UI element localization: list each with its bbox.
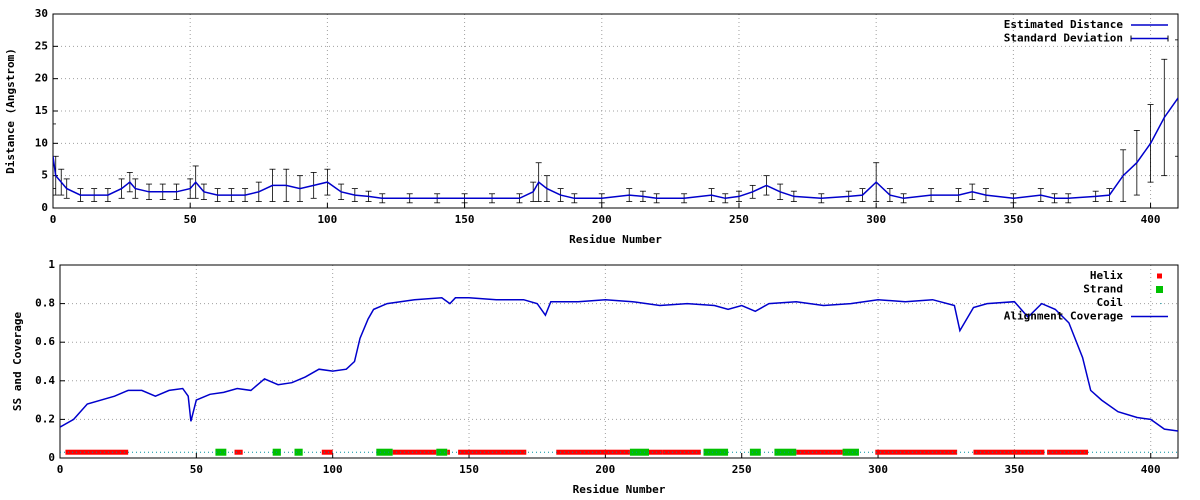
y-tick-label: 15: [35, 104, 48, 117]
y-tick-label: 5: [41, 169, 48, 182]
ss-segment: [629, 448, 649, 456]
x-tick-label: 350: [1004, 463, 1024, 476]
y-tick-label: 0.6: [35, 335, 55, 348]
legend-swatch: [1160, 303, 1162, 304]
x-tick-label: 200: [592, 213, 612, 226]
ss-segment: [392, 449, 437, 455]
legend-label: Standard Deviation: [1004, 32, 1123, 45]
ss-segment: [294, 448, 303, 456]
y-tick-label: 0.2: [35, 412, 55, 425]
x-tick-label: 0: [57, 463, 64, 476]
legend-label: Helix: [1090, 269, 1123, 282]
x-axis-label: Residue Number: [573, 483, 666, 496]
ss-segment: [796, 449, 843, 455]
y-axis-label: SS and Coverage: [11, 311, 24, 411]
ss-segment: [842, 448, 859, 456]
data-line: [53, 97, 1178, 200]
plot-frame: [59, 264, 1179, 459]
legend-swatch: [1156, 286, 1163, 293]
x-tick-label: 150: [455, 213, 475, 226]
legend-swatch: [1157, 273, 1162, 279]
ss-segment: [556, 449, 630, 455]
ss-segment: [749, 448, 761, 456]
y-tick-label: 0.8: [35, 297, 55, 310]
ss-segment: [234, 449, 243, 455]
ss-segment: [662, 449, 701, 455]
x-tick-label: 50: [184, 213, 197, 226]
legend-label: Estimated Distance: [1004, 18, 1124, 31]
y-tick-label: 10: [35, 136, 48, 149]
x-tick-label: 350: [1003, 213, 1023, 226]
x-tick-label: 400: [1141, 463, 1161, 476]
x-tick-label: 100: [323, 463, 343, 476]
x-tick-label: 400: [1141, 213, 1161, 226]
x-tick-label: 300: [866, 213, 886, 226]
y-tick-label: 20: [35, 72, 48, 85]
data-line: [60, 297, 1178, 432]
ss-segment: [703, 448, 729, 456]
x-tick-label: 50: [190, 463, 203, 476]
x-tick-label: 200: [595, 463, 615, 476]
plot-area: [60, 297, 1178, 456]
y-tick-label: 0: [41, 201, 48, 214]
y-tick-label: 30: [35, 7, 48, 20]
x-tick-label: 100: [317, 213, 337, 226]
plot-area: [53, 39, 1178, 204]
y-tick-label: 25: [35, 39, 48, 52]
y-axis-label: Distance (Angstrom): [4, 48, 17, 174]
legend-label: Alignment Coverage: [1004, 310, 1124, 323]
ss-segment: [321, 449, 333, 455]
x-axis-label: Residue Number: [569, 233, 662, 246]
ss-segment: [436, 448, 448, 456]
x-tick-label: 0: [50, 213, 57, 226]
y-tick-label: 0: [48, 451, 55, 464]
y-tick-label: 1: [48, 258, 55, 271]
x-tick-label: 300: [868, 463, 888, 476]
ss-segment: [648, 449, 663, 455]
y-tick-label: 0.4: [35, 374, 55, 387]
x-tick-label: 250: [732, 463, 752, 476]
ss-segment: [1047, 449, 1089, 455]
legend-label: Strand: [1083, 283, 1123, 296]
legend-label: Coil: [1097, 296, 1124, 309]
x-tick-label: 250: [729, 213, 749, 226]
x-tick-label: 150: [459, 463, 479, 476]
ss-segment: [774, 448, 797, 456]
